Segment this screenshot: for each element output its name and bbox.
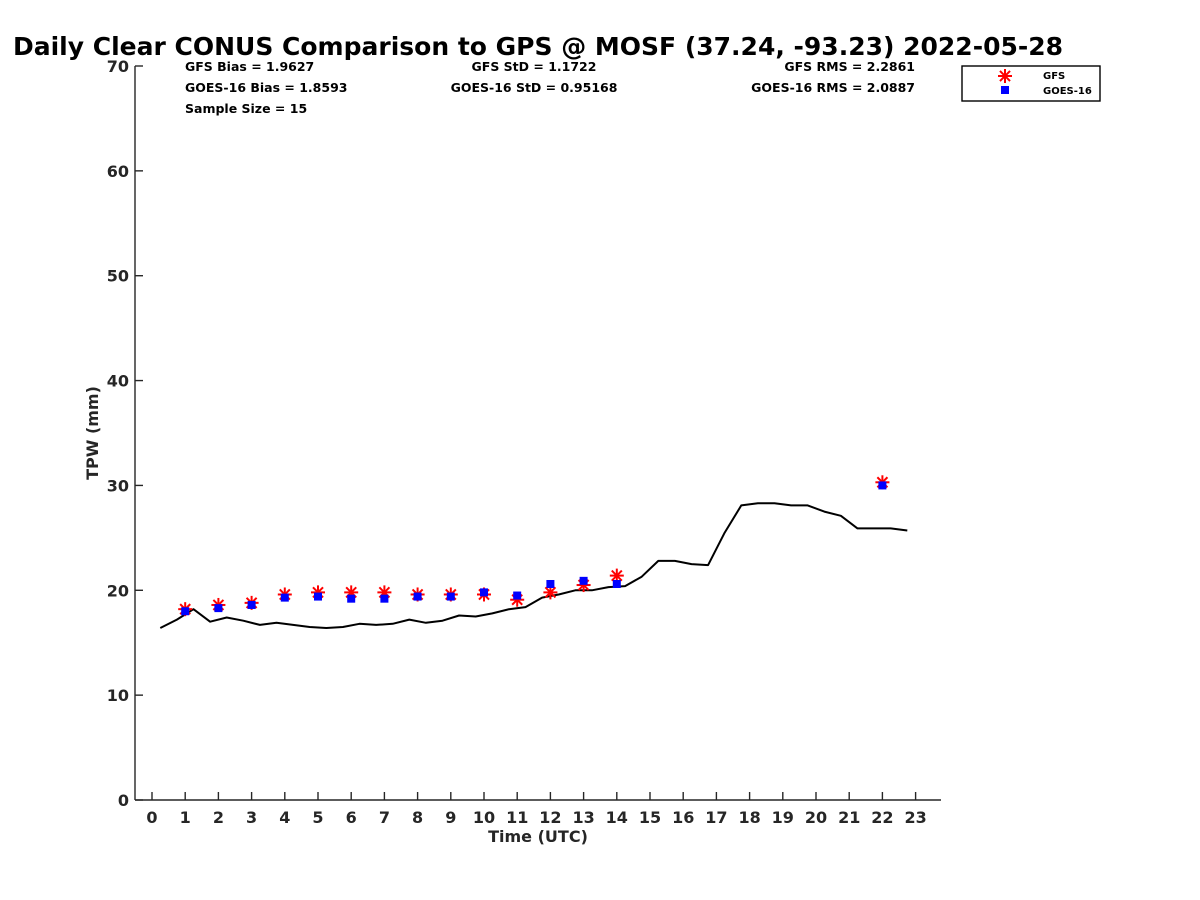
goes16-point [878,481,887,490]
goes16-point [314,592,322,601]
goes-std-text: GOES-16 StD = 0.95168 [451,80,618,95]
x-tick-label: 11 [506,808,528,827]
x-tick-label: 13 [572,808,594,827]
y-tick-label: 60 [107,162,129,181]
sample-size-text: Sample Size = 15 [185,101,307,116]
x-tick-label: 0 [146,808,157,827]
x-tick-label: 22 [871,808,893,827]
legend-goes-marker [1001,86,1009,94]
y-tick-label: 20 [107,581,129,600]
x-axis-label: Time (UTC) [488,827,588,846]
goes16-point [579,576,588,585]
legend-gfs-asterisk [998,69,1012,83]
x-tick-label: 18 [738,808,760,827]
x-tick-label: 6 [346,808,357,827]
gfs-bias-text: GFS Bias = 1.9627 [185,59,314,74]
x-tick-label: 17 [705,808,727,827]
y-axis-label: TPW (mm) [83,386,102,480]
y-tick-label: 70 [107,57,129,76]
chart-title: Daily Clear CONUS Comparison to GPS @ MO… [13,32,1063,61]
goes16-point [480,588,488,597]
goes16-point [413,592,422,601]
x-tick-label: 16 [672,808,694,827]
legend-box [961,65,1101,102]
y-tick-label: 10 [107,686,129,705]
x-tick-label: 10 [473,808,495,827]
goes-rms-text: GOES-16 RMS = 2.0887 [751,80,915,95]
gfs-std-text: GFS StD = 1.1722 [472,59,597,74]
y-tick-label: 50 [107,267,129,286]
goes-bias-text: GOES-16 Bias = 1.8593 [185,80,347,95]
x-tick-label: 1 [180,808,191,827]
x-tick-label: 19 [772,808,794,827]
x-tick-label: 12 [539,808,561,827]
goes16-point [247,600,256,609]
x-tick-label: 3 [246,808,257,827]
goes16-point [612,579,621,588]
legend: GFS GOES-16 [961,65,1101,102]
gps-series-line [159,502,908,629]
x-tick-label: 4 [279,808,290,827]
x-tick-label: 20 [805,808,827,827]
goes16-point [446,592,455,601]
statistics-block: GFS Bias = 1.9627 GOES-16 Bias = 1.8593 … [185,59,915,116]
plot-axes [134,66,941,801]
legend-gfs-marker [998,69,1012,83]
goes16-point [214,604,223,613]
x-axis-ticks: 0 1 2 3 4 5 6 7 8 9 10 11 12 13 14 15 16 17 18 19 20 21 22 23 [146,792,927,827]
plot-area [159,475,908,629]
y-tick-label: 40 [107,372,129,391]
x-tick-label: 7 [379,808,390,827]
legend-goes-label: GOES-16 [1043,86,1092,97]
y-tick-label: 0 [118,791,129,810]
legend-gfs-label: GFS [1043,71,1065,82]
x-tick-label: 8 [412,808,423,827]
x-tick-label: 14 [606,808,628,827]
goes16-point [380,594,389,603]
x-tick-label: 23 [904,808,926,827]
goes16-point [513,591,522,600]
goes16-point [347,594,356,603]
goes16-point [546,579,555,588]
y-tick-label: 30 [107,476,129,495]
x-tick-label: 21 [838,808,860,827]
x-tick-label: 9 [445,808,456,827]
x-tick-label: 5 [312,808,323,827]
goes16-point [280,593,289,602]
gfs-rms-text: GFS RMS = 2.2861 [784,59,915,74]
goes16-point [181,607,190,616]
x-tick-label: 15 [639,808,661,827]
x-tick-label: 2 [213,808,224,827]
y-axis-ticks: 0 10 20 30 40 50 60 70 [107,57,143,810]
